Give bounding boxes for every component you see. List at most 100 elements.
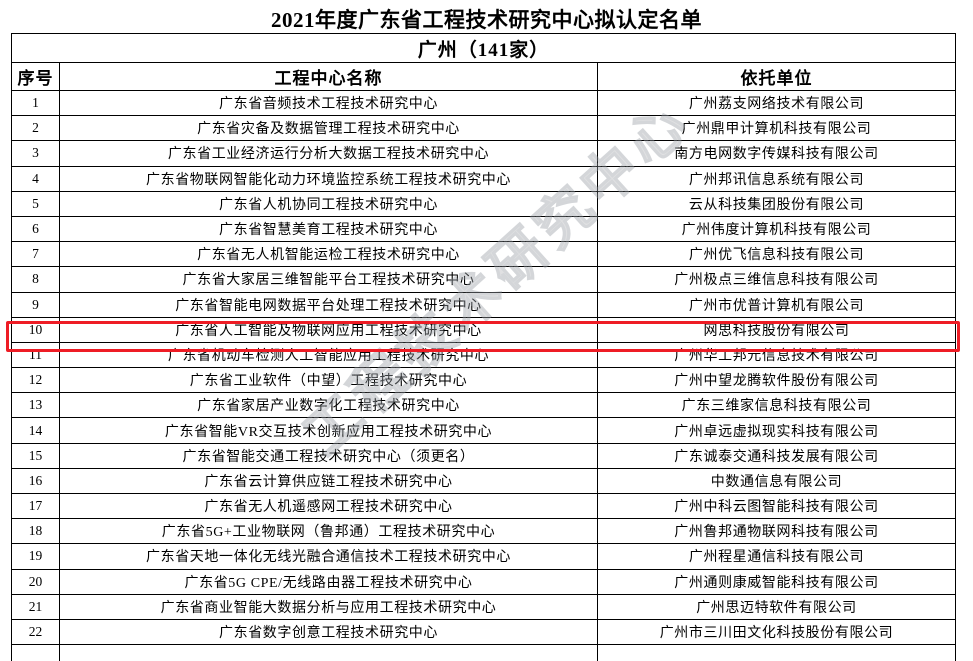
host-unit-cell: 广州通则康威智能科技有限公司 <box>597 568 956 595</box>
center-name-cell: 广东省无人机智能运检工程技术研究中心 <box>59 241 598 268</box>
center-name-cell: 广东省5G+工业物联网（鲁邦通）工程技术研究中心 <box>59 518 598 545</box>
center-name-cell: 广东省家居产业数字化工程技术研究中心 <box>59 392 598 419</box>
table-row: 4 广东省物联网智能化动力环境监控系统工程技术研究中心 广州邦讯信息系统有限公司 <box>11 165 956 192</box>
host-unit-cell: 南方电网数字传媒科技有限公司 <box>597 140 956 167</box>
host-unit-cell: 广州极点三维信息科技有限公司 <box>597 266 956 293</box>
region-header-cell: 广州（141家） <box>11 33 956 63</box>
center-name-cell: 广东省智慧美育工程技术研究中心 <box>59 215 598 243</box>
region-header-row: 广州（141家） <box>11 33 956 63</box>
partial-cell <box>597 644 956 661</box>
table-row: 19 广东省天地一体化无线光融合通信技术工程技术研究中心 广州程星通信科技有限公司 <box>11 543 956 570</box>
row-number-cell: 15 <box>11 442 60 469</box>
table-row: 11 广东省机动车检测人工智能应用工程技术研究中心 广州华工邦元信息技术有限公司 <box>11 341 956 369</box>
row-number-cell: 6 <box>11 215 60 243</box>
center-name-cell: 广东省灾备及数据管理工程技术研究中心 <box>59 115 598 142</box>
column-header-unit: 依托单位 <box>597 62 956 91</box>
row-number-cell: 20 <box>11 568 60 595</box>
center-name-cell: 广东省物联网智能化动力环境监控系统工程技术研究中心 <box>59 165 598 192</box>
page-title: 2021年度广东省工程技术研究中心拟认定名单 <box>271 8 702 32</box>
table-row: 14 广东省智能VR交互技术创新应用工程技术研究中心 广州卓远虚拟现实科技有限公司 <box>11 417 956 444</box>
row-number-cell: 1 <box>11 89 60 117</box>
host-unit-cell: 广州鼎甲计算机科技有限公司 <box>597 115 956 142</box>
host-unit-cell: 广州市优普计算机有限公司 <box>597 291 956 318</box>
column-header-row: 序号 工程中心名称 依托单位 <box>11 62 956 91</box>
table-body: 广州（141家） 序号 工程中心名称 依托单位 1 广东省音频技术工程技术研究中心 广州荔支… <box>11 33 956 661</box>
row-number-cell: 9 <box>11 291 60 318</box>
row-number-cell: 3 <box>11 140 60 167</box>
row-number-cell: 22 <box>11 618 60 646</box>
row-number-cell: 10 <box>11 316 60 343</box>
table-row: 16 广东省云计算供应链工程技术研究中心 中数通信息有限公司 <box>11 467 956 495</box>
host-unit-cell: 广州市三川田文化科技股份有限公司 <box>597 618 956 646</box>
host-unit-cell: 广州中科云图智能科技有限公司 <box>597 492 956 520</box>
row-number-cell: 14 <box>11 417 60 444</box>
center-name-cell: 广东省商业智能大数据分析与应用工程技术研究中心 <box>59 593 598 620</box>
table-row: 17 广东省无人机遥感网工程技术研究中心 广州中科云图智能科技有限公司 <box>11 492 956 520</box>
column-header-name: 工程中心名称 <box>59 62 598 91</box>
host-unit-cell: 广州思迈特软件有限公司 <box>597 593 956 620</box>
center-name-cell: 广东省数字创意工程技术研究中心 <box>59 618 598 646</box>
table-row: 5 广东省人机协同工程技术研究中心 云从科技集团股份有限公司 <box>11 190 956 217</box>
table-row: 2 广东省灾备及数据管理工程技术研究中心 广州鼎甲计算机科技有限公司 <box>11 115 956 142</box>
host-unit-cell: 广州卓远虚拟现实科技有限公司 <box>597 417 956 444</box>
host-unit-cell: 网思科技股份有限公司 <box>597 316 956 343</box>
host-unit-cell: 云从科技集团股份有限公司 <box>597 190 956 217</box>
host-unit-cell: 广州优飞信息科技有限公司 <box>597 241 956 268</box>
host-unit-cell: 广州鲁邦通物联网科技有限公司 <box>597 518 956 545</box>
table-row: 1 广东省音频技术工程技术研究中心 广州荔支网络技术有限公司 <box>11 89 956 117</box>
table-row: 9 广东省智能电网数据平台处理工程技术研究中心 广州市优普计算机有限公司 <box>11 291 956 318</box>
host-unit-cell: 中数通信息有限公司 <box>597 467 956 495</box>
table-row: 18 广东省5G+工业物联网（鲁邦通）工程技术研究中心 广州鲁邦通物联网科技有限公司 <box>11 518 956 545</box>
host-unit-cell: 广州程星通信科技有限公司 <box>597 543 956 570</box>
host-unit-cell: 广东诚泰交通科技发展有限公司 <box>597 442 956 469</box>
table-row: 12 广东省工业软件（中望）工程技术研究中心 广州中望龙腾软件股份有限公司 <box>11 367 956 394</box>
table-row: 20 广东省5G CPE/无线路由器工程技术研究中心 广州通则康威智能科技有限公司 <box>11 568 956 595</box>
center-name-cell: 广东省智能VR交互技术创新应用工程技术研究中心 <box>59 417 598 444</box>
center-name-cell: 广东省智能交通工程技术研究中心（须更名） <box>59 442 598 469</box>
table: 广州（141家） 序号 工程中心名称 依托单位 1 广东省音频技术工程技术研究中心 广州荔支… <box>11 33 956 661</box>
table-row: 15 广东省智能交通工程技术研究中心（须更名） 广东诚泰交通科技发展有限公司 <box>11 442 956 469</box>
row-number-cell: 21 <box>11 593 60 620</box>
center-name-cell: 广东省云计算供应链工程技术研究中心 <box>59 467 598 495</box>
row-number-cell: 16 <box>11 467 60 495</box>
center-name-cell: 广东省无人机遥感网工程技术研究中心 <box>59 492 598 520</box>
table-row: 7 广东省无人机智能运检工程技术研究中心 广州优飞信息科技有限公司 <box>11 241 956 268</box>
host-unit-cell: 广州邦讯信息系统有限公司 <box>597 165 956 192</box>
center-name-cell: 广东省工业软件（中望）工程技术研究中心 <box>59 367 598 394</box>
partial-cell <box>59 644 598 661</box>
row-number-cell: 19 <box>11 543 60 570</box>
row-number-cell: 11 <box>11 341 60 369</box>
center-name-cell: 广东省音频技术工程技术研究中心 <box>59 89 598 117</box>
center-name-cell: 广东省5G CPE/无线路由器工程技术研究中心 <box>59 568 598 595</box>
row-number-cell: 18 <box>11 518 60 545</box>
row-number-cell: 2 <box>11 115 60 142</box>
host-unit-cell: 广州伟度计算机科技有限公司 <box>597 215 956 243</box>
row-number-cell: 8 <box>11 266 60 293</box>
center-name-cell: 广东省工业经济运行分析大数据工程技术研究中心 <box>59 140 598 167</box>
approved-centers-table: 广州（141家） 序号 工程中心名称 依托单位 1 广东省音频技术工程技术研究中心 广州荔支… <box>11 33 956 661</box>
row-number-cell: 5 <box>11 190 60 217</box>
row-number-cell: 12 <box>11 367 60 394</box>
center-name-cell: 广东省智能电网数据平台处理工程技术研究中心 <box>59 291 598 318</box>
table-row: 13 广东省家居产业数字化工程技术研究中心 广东三维家信息科技有限公司 <box>11 392 956 419</box>
table-row: 22 广东省数字创意工程技术研究中心 广州市三川田文化科技股份有限公司 <box>11 618 956 646</box>
row-number-cell: 17 <box>11 492 60 520</box>
center-name-cell: 广东省大家居三维智能平台工程技术研究中心 <box>59 266 598 293</box>
partial-cell <box>11 644 60 661</box>
row-number-cell: 13 <box>11 392 60 419</box>
table-row-highlighted: 10 广东省人工智能及物联网应用工程技术研究中心 网思科技股份有限公司 <box>11 316 956 343</box>
center-name-cell: 广东省天地一体化无线光融合通信技术工程技术研究中心 <box>59 543 598 570</box>
table-row: 8 广东省大家居三维智能平台工程技术研究中心 广州极点三维信息科技有限公司 <box>11 266 956 293</box>
table-row: 3 广东省工业经济运行分析大数据工程技术研究中心 南方电网数字传媒科技有限公司 <box>11 140 956 167</box>
table-row: 6 广东省智慧美育工程技术研究中心 广州伟度计算机科技有限公司 <box>11 215 956 243</box>
table-row-partial <box>11 644 956 661</box>
host-unit-cell: 广东三维家信息科技有限公司 <box>597 392 956 419</box>
center-name-cell: 广东省机动车检测人工智能应用工程技术研究中心 <box>59 341 598 369</box>
host-unit-cell: 广州荔支网络技术有限公司 <box>597 89 956 117</box>
table-row: 21 广东省商业智能大数据分析与应用工程技术研究中心 广州思迈特软件有限公司 <box>11 593 956 620</box>
center-name-cell: 广东省人机协同工程技术研究中心 <box>59 190 598 217</box>
column-header-no: 序号 <box>11 62 60 91</box>
row-number-cell: 7 <box>11 241 60 268</box>
host-unit-cell: 广州中望龙腾软件股份有限公司 <box>597 367 956 394</box>
